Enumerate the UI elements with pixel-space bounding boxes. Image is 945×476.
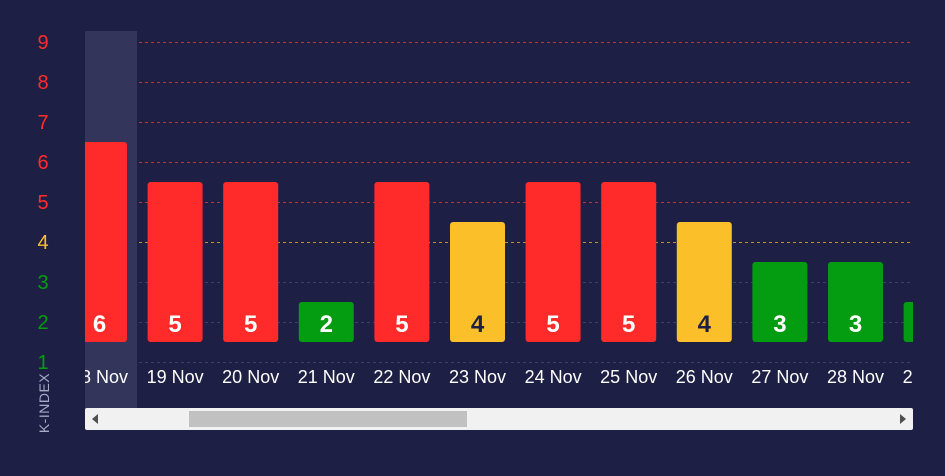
y-tick-9: 9 [37, 32, 48, 54]
y-tick-6: 6 [37, 152, 48, 174]
x-tick-label: 27 Nov [751, 367, 808, 387]
bar-23-nov[interactable] [450, 222, 505, 342]
y-tick-1: 1 [37, 352, 48, 374]
x-tick-label: 19 Nov [147, 367, 204, 387]
y-tick-8: 8 [37, 72, 48, 94]
x-tick-label: 20 Nov [222, 367, 279, 387]
y-tick-3: 3 [37, 272, 48, 294]
y-axis-label: K-INDEX [36, 372, 52, 434]
bar-value-label: 2 [320, 311, 333, 338]
bar-18-nov[interactable] [72, 142, 127, 342]
x-tick-label: 25 Nov [600, 367, 657, 387]
bar-value-label: 3 [849, 311, 862, 338]
bar-21-nov[interactable] [298, 302, 354, 342]
bar-value-label: 4 [698, 311, 712, 338]
x-tick-label: 26 Nov [676, 367, 733, 387]
y-tick-2: 2 [37, 312, 48, 334]
bar-19-nov[interactable] [147, 182, 203, 342]
bar-value-label: 5 [244, 311, 257, 338]
bar-value-label: 5 [546, 311, 559, 338]
bar-25-nov[interactable] [601, 182, 657, 342]
x-tick-label: 23 Nov [449, 367, 506, 387]
bar-value-label: 6 [93, 311, 106, 338]
bar-26-nov[interactable] [676, 222, 732, 342]
y-tick-5: 5 [37, 192, 48, 214]
x-tick-label: 24 Nov [525, 367, 582, 387]
x-tick-label: 29 Nov [903, 367, 945, 387]
x-tick-label: 28 Nov [827, 367, 884, 387]
bar-value-label: 5 [168, 311, 181, 338]
bar-value-label: 5 [395, 311, 408, 338]
bar-value-label: 4 [471, 311, 485, 338]
bar-29-nov[interactable] [903, 302, 945, 342]
scroll-left-arrow-icon[interactable] [92, 414, 98, 424]
bar-value-label: 5 [622, 311, 635, 338]
bar-22-nov[interactable] [374, 182, 430, 342]
bar-value-label: 2 [924, 311, 937, 338]
y-tick-7: 7 [37, 112, 48, 134]
bar-27-nov[interactable] [752, 262, 808, 342]
x-tick-label: 21 Nov [298, 367, 355, 387]
scroll-thumb[interactable] [189, 411, 467, 427]
bar-28-nov[interactable] [828, 262, 883, 342]
x-tick-label: 18 Nov [71, 367, 128, 387]
y-tick-4: 4 [37, 232, 48, 254]
x-tick-label: 22 Nov [373, 367, 430, 387]
bar-value-label: 3 [773, 311, 786, 338]
bar-20-nov[interactable] [223, 182, 279, 342]
scroll-right-arrow-icon[interactable] [900, 414, 906, 424]
horizontal-scrollbar[interactable] [85, 408, 913, 430]
bar-24-nov[interactable] [525, 182, 581, 342]
